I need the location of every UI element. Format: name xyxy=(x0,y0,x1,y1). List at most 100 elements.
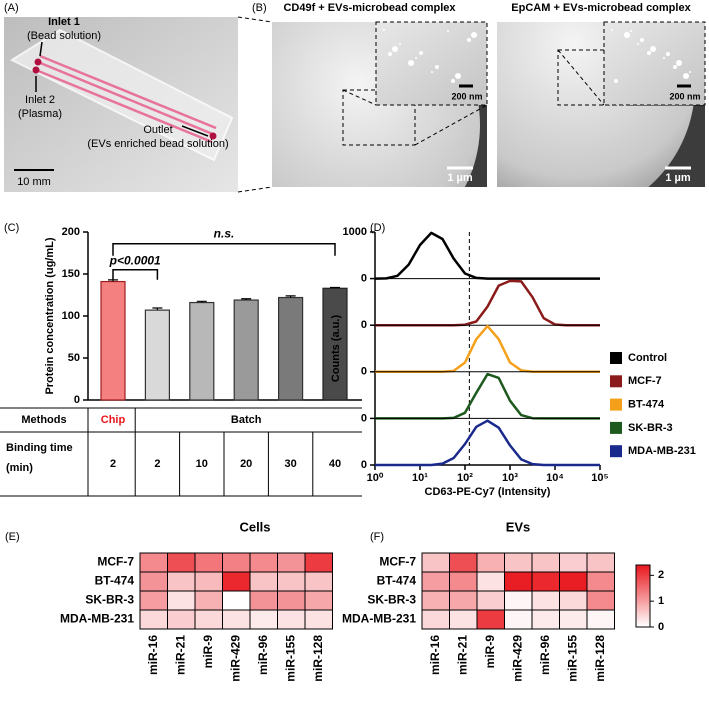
colorbar-step xyxy=(636,608,650,611)
legend-swatch xyxy=(610,445,622,458)
colorbar-step xyxy=(636,620,650,624)
error-bar xyxy=(196,300,207,303)
colorbar-step xyxy=(636,583,650,587)
zoom-line xyxy=(237,16,273,23)
channel xyxy=(35,68,213,144)
vesicle xyxy=(399,43,401,45)
legend-label: MCF-7 xyxy=(628,375,662,387)
annotation: Outlet xyxy=(143,124,172,136)
bar xyxy=(189,301,215,401)
row-label: BT-474 xyxy=(95,574,135,588)
annotation: p<0.0001 xyxy=(109,254,161,268)
x-tick-label: 10³ xyxy=(502,472,518,484)
vesicle xyxy=(647,51,651,55)
bracket xyxy=(112,269,159,280)
colorbar-label: 1 xyxy=(658,595,664,607)
annotation: (Bead solution) xyxy=(27,30,101,42)
error-bar xyxy=(241,298,252,301)
colorbar-step xyxy=(636,575,650,578)
colorbar-label: 0 xyxy=(658,621,664,633)
y-tick-label: 200 xyxy=(62,226,80,238)
colorbar-step xyxy=(636,577,650,580)
row-label: MCF-7 xyxy=(97,555,134,569)
table-header: Binding time (min) xyxy=(6,442,73,474)
heat-cell xyxy=(194,590,223,611)
heat-cell xyxy=(531,609,560,630)
column-label: miR-21 xyxy=(455,635,469,675)
curve xyxy=(375,279,600,327)
zoom-line xyxy=(557,49,605,106)
y-tick-label: 100 xyxy=(62,310,80,322)
panel-label: (C) xyxy=(4,222,19,234)
legend-swatch xyxy=(610,398,622,411)
y-tick-label: 0 xyxy=(361,366,367,378)
column-label: miR-21 xyxy=(173,635,187,675)
y-tick-label: 1000 xyxy=(343,226,367,238)
heat-cell xyxy=(304,571,333,592)
table-cell: 30 xyxy=(284,458,296,470)
colorbar-step xyxy=(636,606,650,609)
colorbar-step xyxy=(636,610,650,614)
vesicle xyxy=(676,60,682,66)
heat-cell xyxy=(277,571,306,592)
panel-label: (A) xyxy=(4,2,19,14)
port xyxy=(32,66,40,74)
colorbar-step xyxy=(636,600,650,603)
heat-cell xyxy=(139,590,168,611)
colorbar-step xyxy=(636,587,650,591)
y-tick-label: 0 xyxy=(361,273,367,285)
y-axis-label: Protein concentration (ug/mL) xyxy=(44,237,56,394)
bar xyxy=(322,287,348,401)
port xyxy=(34,58,42,66)
heat-cell xyxy=(277,552,306,573)
heat-cell xyxy=(277,609,306,630)
legend-swatch xyxy=(610,352,622,364)
y-tick-label: 0 xyxy=(361,459,367,471)
scale-label: 10 mm xyxy=(17,176,51,188)
heat-cell xyxy=(167,590,196,611)
chart-title: EVs xyxy=(506,519,531,534)
vesicle xyxy=(451,79,455,83)
heat-cell xyxy=(249,552,278,573)
row-label: SK-BR-3 xyxy=(85,593,134,607)
heat-cell xyxy=(304,552,333,573)
error-bar xyxy=(285,295,296,298)
legend-swatch xyxy=(610,375,622,388)
colorbar-step xyxy=(636,567,650,570)
column-label: miR-429 xyxy=(510,635,524,682)
heat-cell xyxy=(559,571,588,592)
heat-cell xyxy=(194,552,223,573)
y-tick-label: 0 xyxy=(74,394,80,406)
heat-cell xyxy=(449,552,478,573)
heat-cell xyxy=(449,590,478,611)
zoom-line xyxy=(237,186,273,193)
bar xyxy=(100,280,126,401)
colorbar-step xyxy=(636,624,650,628)
error-bar xyxy=(108,279,118,282)
legend-swatch xyxy=(610,421,622,434)
colorbar-step xyxy=(636,591,650,595)
channel xyxy=(39,54,217,130)
table-header: Methods xyxy=(21,414,66,426)
scale-label: 200 nm xyxy=(451,91,482,101)
colorbar-step xyxy=(636,593,650,597)
vesicle xyxy=(673,65,677,69)
error-bar xyxy=(330,286,340,289)
x-tick-label: 10⁴ xyxy=(546,472,564,484)
legend-label: BT-474 xyxy=(628,399,665,411)
curve xyxy=(374,231,600,280)
heat-cell xyxy=(504,609,533,630)
bracket xyxy=(112,243,336,256)
image-title: EpCAM + EVs-microbead complex xyxy=(511,2,691,14)
row-label: MDA-MB-231 xyxy=(60,612,134,626)
panel-label: (F) xyxy=(370,531,384,543)
colorbar-frame xyxy=(635,564,651,628)
vesicle xyxy=(640,38,644,42)
row-label: BT-474 xyxy=(377,574,417,588)
heat-cell xyxy=(139,609,168,630)
column-label: miR-9 xyxy=(483,635,497,669)
vesicle xyxy=(408,60,414,66)
heat-cell xyxy=(586,590,615,611)
heat-cell xyxy=(421,571,450,592)
column-label: miR-16 xyxy=(428,635,442,675)
